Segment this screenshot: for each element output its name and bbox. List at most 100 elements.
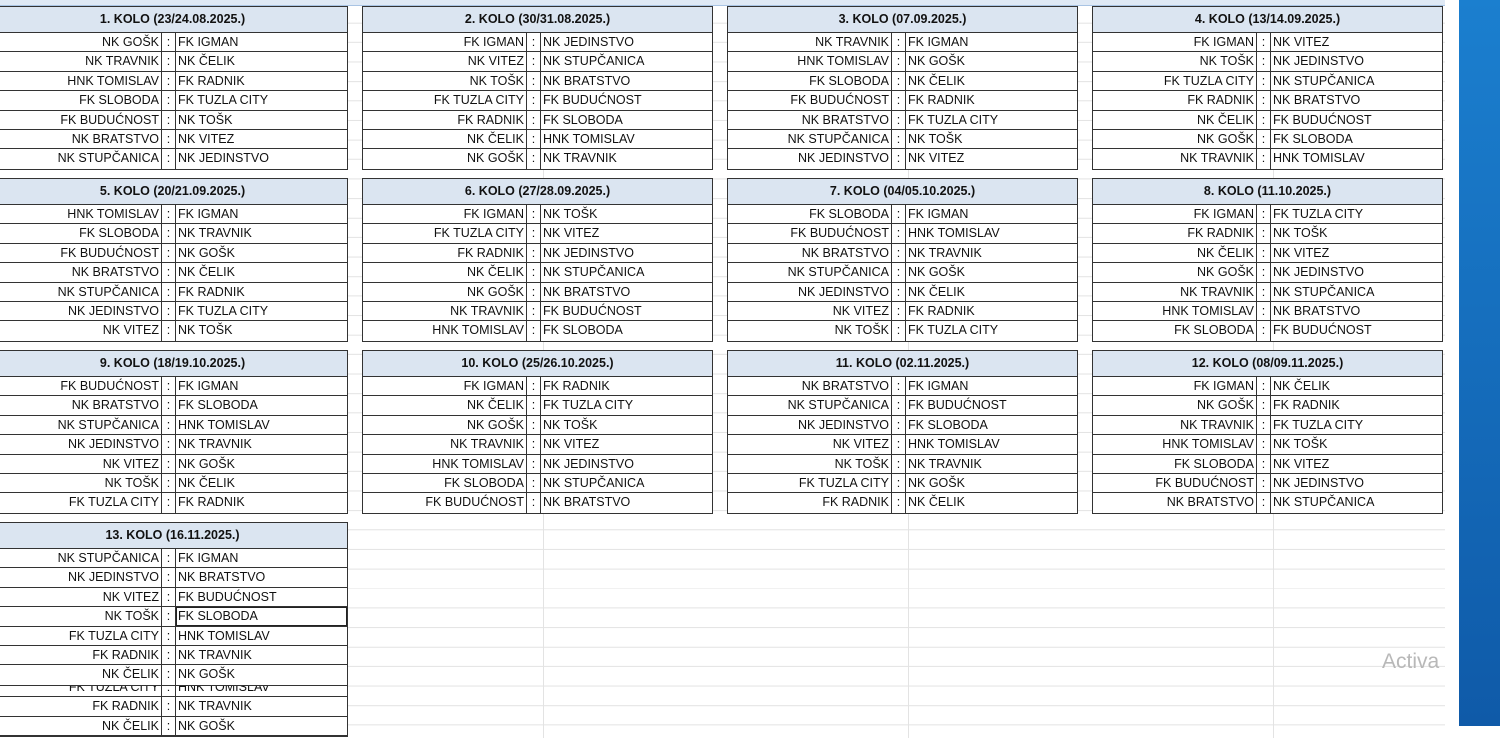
separator-cell[interactable]: : bbox=[892, 435, 906, 454]
separator-cell[interactable]: : bbox=[527, 91, 541, 110]
home-team-cell[interactable]: FK RADNIK bbox=[1093, 91, 1257, 110]
match-row[interactable]: FK TUZLA CITY: HNK TOMISLAV bbox=[0, 626, 347, 646]
away-team-cell[interactable]: FK BUDUĆNOST bbox=[1273, 323, 1372, 338]
separator-cell[interactable]: : bbox=[1257, 415, 1271, 435]
match-row[interactable]: FK TUZLA CITY: FK RADNIK bbox=[0, 493, 347, 513]
home-team-cell[interactable]: HNK TOMISLAV bbox=[363, 454, 527, 473]
match-row[interactable]: FK TUZLA CITY: NK VITEZ bbox=[363, 224, 712, 244]
match-row[interactable]: NK TOŠK: NK BRATSTVO bbox=[363, 71, 712, 92]
away-team-cell[interactable]: NK TRAVNIK bbox=[178, 699, 252, 714]
separator-cell[interactable]: : bbox=[892, 129, 906, 149]
away-team-cell[interactable]: NK VITEZ bbox=[543, 437, 600, 452]
match-row[interactable]: FK TUZLA CITY: FK BUDUĆNOST bbox=[363, 91, 712, 111]
home-team-cell[interactable]: FK RADNIK bbox=[0, 645, 162, 665]
away-team-cell[interactable]: FK TUZLA CITY bbox=[543, 398, 634, 413]
separator-cell[interactable]: : bbox=[162, 282, 176, 301]
match-row[interactable]: NK TRAVNIK: NK STUPČANICA bbox=[1093, 282, 1442, 302]
home-team-cell[interactable]: FK IGMAN bbox=[363, 33, 527, 52]
separator-cell[interactable]: : bbox=[1257, 129, 1271, 149]
separator-cell[interactable]: : bbox=[892, 321, 906, 341]
match-row[interactable]: NK TRAVNIK: FK TUZLA CITY bbox=[1093, 415, 1442, 436]
home-team-cell[interactable]: FK RADNIK bbox=[363, 110, 527, 129]
home-team-cell[interactable]: NK BRATSTVO bbox=[728, 243, 892, 263]
separator-cell[interactable]: : bbox=[162, 377, 176, 396]
match-row[interactable]: HNK TOMISLAV: FK RADNIK bbox=[0, 71, 347, 92]
home-team-cell[interactable]: FK BUDUĆNOST bbox=[0, 377, 162, 396]
separator-cell[interactable]: : bbox=[162, 129, 176, 149]
home-team-cell[interactable]: FK SLOBODA bbox=[728, 205, 892, 224]
match-row[interactable]: FK SLOBODA: FK TUZLA CITY bbox=[0, 91, 347, 111]
home-team-cell[interactable]: FK RADNIK bbox=[1093, 224, 1257, 243]
home-team-cell[interactable]: FK TUZLA CITY bbox=[363, 224, 527, 243]
separator-cell[interactable]: : bbox=[162, 224, 176, 243]
away-team-cell[interactable]: NK JEDINSTVO bbox=[178, 151, 269, 166]
separator-cell[interactable]: : bbox=[1257, 377, 1271, 396]
home-team-cell[interactable]: FK TUZLA CITY bbox=[0, 686, 162, 697]
match-row[interactable]: NK GOŠK: FK RADNIK bbox=[1093, 396, 1442, 416]
separator-cell[interactable]: : bbox=[1257, 71, 1271, 91]
match-row[interactable]: NK JEDINSTVO: NK ČELIK bbox=[728, 282, 1077, 302]
match-row[interactable]: NK GOŠK: NK TOŠK bbox=[363, 415, 712, 436]
away-team-cell[interactable]: FK RADNIK bbox=[543, 379, 610, 393]
match-row[interactable]: FK BUDUĆNOST: FK RADNIK bbox=[728, 91, 1077, 111]
away-team-cell[interactable]: HNK TOMISLAV bbox=[178, 417, 270, 432]
match-row[interactable]: NK BRATSTVO: NK TRAVNIK bbox=[728, 243, 1077, 264]
match-row[interactable]: NK BRATSTVO: FK TUZLA CITY bbox=[728, 110, 1077, 130]
home-team-cell[interactable]: FK IGMAN bbox=[1093, 377, 1257, 396]
match-row[interactable]: FK SLOBODA: NK STUPČANICA bbox=[363, 473, 712, 494]
round-title[interactable]: 6. KOLO (27/28.09.2025.) bbox=[363, 179, 712, 205]
away-team-cell[interactable]: FK SLOBODA bbox=[176, 607, 347, 626]
away-team-cell[interactable]: NK STUPČANICA bbox=[1273, 284, 1375, 299]
match-row[interactable]: NK JEDINSTVO: NK VITEZ bbox=[728, 149, 1077, 169]
away-team-cell[interactable]: FK SLOBODA bbox=[908, 417, 988, 432]
home-team-cell[interactable]: NK JEDINSTVO bbox=[728, 149, 892, 169]
away-team-cell[interactable]: FK TUZLA CITY bbox=[1273, 207, 1364, 221]
home-team-cell[interactable]: NK JEDINSTVO bbox=[728, 415, 892, 435]
round-title[interactable]: 13. KOLO (16.11.2025.) bbox=[0, 523, 347, 549]
separator-cell[interactable]: : bbox=[1257, 110, 1271, 129]
away-team-cell[interactable]: FK RADNIK bbox=[908, 93, 975, 108]
away-team-cell[interactable]: FK SLOBODA bbox=[1273, 131, 1353, 146]
home-team-cell[interactable]: HNK TOMISLAV bbox=[728, 52, 892, 71]
home-team-cell[interactable]: NK TRAVNIK bbox=[1093, 415, 1257, 435]
away-team-cell[interactable]: NK BRATSTVO bbox=[1273, 303, 1361, 318]
home-team-cell[interactable]: NK TOŠK bbox=[0, 607, 162, 626]
home-team-cell[interactable]: NK TOŠK bbox=[363, 71, 527, 91]
match-row[interactable]: NK GOŠK: NK BRATSTVO bbox=[363, 282, 712, 302]
separator-cell[interactable]: : bbox=[162, 697, 176, 716]
away-team-cell[interactable]: NK TOŠK bbox=[1273, 226, 1328, 241]
separator-cell[interactable]: : bbox=[162, 301, 176, 321]
home-team-cell[interactable]: FK SLOBODA bbox=[728, 71, 892, 91]
away-team-cell[interactable]: NK VITEZ bbox=[1273, 245, 1330, 260]
away-team-cell[interactable]: NK TOŠK bbox=[543, 417, 598, 432]
separator-cell[interactable]: : bbox=[892, 243, 906, 263]
match-row[interactable]: NK JEDINSTVO: FK SLOBODA bbox=[728, 415, 1077, 436]
separator-cell[interactable]: : bbox=[1257, 205, 1271, 224]
home-team-cell[interactable]: NK GOŠK bbox=[363, 282, 527, 301]
separator-cell[interactable]: : bbox=[1257, 243, 1271, 263]
separator-cell[interactable]: : bbox=[892, 110, 906, 129]
separator-cell[interactable]: : bbox=[162, 205, 176, 224]
away-team-cell[interactable]: NK ČELIK bbox=[178, 265, 235, 280]
away-team-cell[interactable]: FK SLOBODA bbox=[178, 398, 258, 413]
away-team-cell[interactable]: FK TUZLA CITY bbox=[178, 303, 269, 318]
separator-cell[interactable]: : bbox=[162, 33, 176, 52]
separator-cell[interactable]: : bbox=[527, 301, 541, 321]
home-team-cell[interactable]: NK JEDINSTVO bbox=[0, 301, 162, 321]
home-team-cell[interactable]: NK TOŠK bbox=[728, 321, 892, 341]
home-team-cell[interactable]: NK GOŠK bbox=[1093, 263, 1257, 282]
away-team-cell[interactable]: FK BUDUĆNOST bbox=[543, 93, 642, 108]
home-team-cell[interactable]: FK RADNIK bbox=[728, 493, 892, 513]
match-row[interactable]: NK ČELIK: FK TUZLA CITY bbox=[363, 396, 712, 416]
home-team-cell[interactable]: NK TRAVNIK bbox=[1093, 282, 1257, 301]
separator-cell[interactable]: : bbox=[162, 149, 176, 169]
round-title[interactable]: 8. KOLO (11.10.2025.) bbox=[1093, 179, 1442, 205]
separator-cell[interactable]: : bbox=[527, 52, 541, 71]
away-team-cell[interactable]: FK RADNIK bbox=[178, 284, 245, 299]
match-row[interactable]: FK SLOBODA: NK VITEZ bbox=[1093, 454, 1442, 474]
separator-cell[interactable]: : bbox=[162, 110, 176, 129]
separator-cell[interactable]: : bbox=[1257, 91, 1271, 110]
separator-cell[interactable]: : bbox=[1257, 224, 1271, 243]
match-row[interactable]: FK TUZLA CITY: NK STUPČANICA bbox=[1093, 71, 1442, 92]
home-team-cell[interactable]: FK BUDUĆNOST bbox=[728, 224, 892, 243]
